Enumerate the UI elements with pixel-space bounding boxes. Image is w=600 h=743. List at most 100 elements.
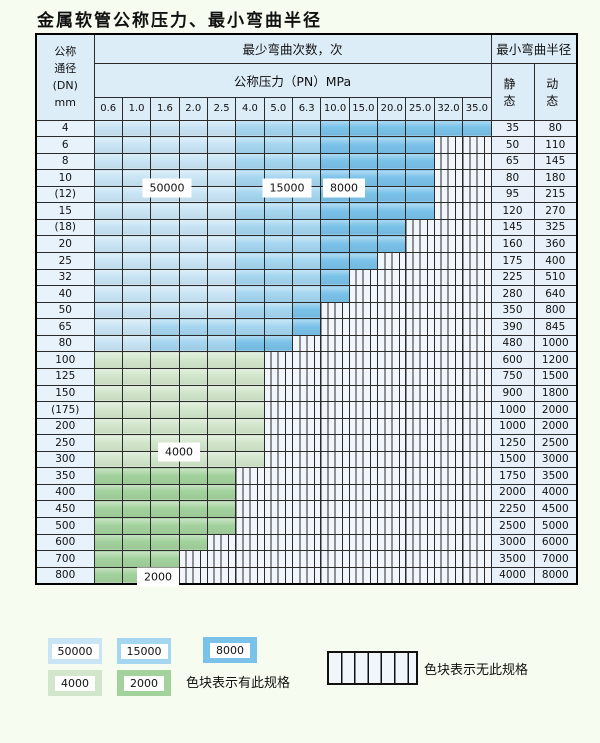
static-radius-cell: 2250	[490, 500, 535, 518]
no-spec-cell	[377, 334, 407, 353]
no-spec-cell	[405, 351, 435, 369]
spec-cell	[263, 252, 294, 270]
no-spec-cell	[462, 136, 492, 154]
spec-cell	[121, 517, 152, 535]
spec-cell	[121, 384, 152, 403]
spec-cell	[292, 202, 322, 220]
table-row: 25 175 400	[35, 252, 578, 270]
spec-cell	[178, 483, 208, 502]
legend-swatch-label: 50000	[51, 643, 99, 659]
spec-cell	[377, 169, 407, 187]
no-spec-cell	[348, 285, 379, 303]
dn-cell: (12)	[35, 185, 95, 204]
static-radius-cell: 480	[490, 334, 535, 353]
no-spec-cell	[348, 517, 379, 535]
spec-cell	[348, 119, 379, 138]
pn-column-header: 15.0	[348, 96, 379, 121]
table-row: 700 3500 7000	[35, 550, 578, 568]
dn-cell: 450	[35, 500, 95, 518]
spec-cell	[93, 367, 123, 386]
spec-cell	[235, 152, 265, 171]
spec-cell	[93, 434, 123, 452]
pn-column-header: 32.0	[433, 96, 464, 121]
dn-cell: 8	[35, 152, 95, 171]
spec-cell	[93, 119, 123, 138]
dn-cell: 500	[35, 517, 95, 535]
no-spec-cell	[377, 318, 407, 336]
no-spec-cell	[462, 367, 492, 386]
table-row: 200 1000 2000	[35, 417, 578, 436]
static-radius-cell: 750	[490, 367, 535, 386]
no-spec-cell	[405, 401, 435, 419]
no-spec-cell	[320, 384, 350, 403]
table-row: 250 1250 2500	[35, 434, 578, 452]
spec-cell	[235, 318, 265, 336]
no-spec-cell	[377, 434, 407, 452]
spec-cell	[121, 550, 152, 568]
spec-cell	[178, 202, 208, 220]
no-spec-cell	[320, 434, 350, 452]
no-spec-cell	[433, 268, 464, 287]
no-spec-cell	[433, 218, 464, 237]
no-spec-cell	[348, 500, 379, 518]
spec-cell	[150, 119, 180, 138]
no-spec-cell	[348, 384, 379, 403]
corner-header: 公称 通径 (DN) mm	[35, 33, 95, 121]
pn-header: 公称压力（PN）MPa	[93, 62, 492, 98]
spec-cell	[206, 285, 237, 303]
no-spec-cell	[462, 550, 492, 568]
no-spec-cell	[320, 500, 350, 518]
no-spec-cell	[405, 467, 435, 485]
spec-cell	[93, 517, 123, 535]
spec-cell	[292, 235, 322, 253]
no-spec-cell	[433, 202, 464, 220]
no-spec-cell	[405, 268, 435, 287]
no-spec-cell	[263, 384, 294, 403]
no-spec-cell	[292, 384, 322, 403]
no-spec-cell	[348, 301, 379, 320]
spec-cell	[377, 152, 407, 171]
spec-cell	[235, 136, 265, 154]
dynamic-radius-cell: 2000	[533, 401, 578, 419]
spec-cell	[348, 152, 379, 171]
spec-cell	[121, 417, 152, 436]
spec-cell	[178, 152, 208, 171]
spec-cell	[206, 483, 237, 502]
dn-cell: 25	[35, 252, 95, 270]
no-spec-cell	[462, 351, 492, 369]
spec-cell	[206, 235, 237, 253]
spec-cell	[235, 351, 265, 369]
no-spec-cell	[462, 500, 492, 518]
no-spec-cell	[348, 334, 379, 353]
dn-cell: 100	[35, 351, 95, 369]
dn-cell: 350	[35, 467, 95, 485]
table-row: 65 390 845	[35, 318, 578, 336]
spec-cell	[93, 235, 123, 253]
no-spec-cell	[377, 467, 407, 485]
static-radius-cell: 95	[490, 185, 535, 204]
no-spec-cell	[405, 285, 435, 303]
cycles-header: 最少弯曲次数，次	[93, 33, 492, 64]
spec-cell	[292, 301, 322, 320]
dynamic-radius-cell: 3000	[533, 450, 578, 469]
spec-cell	[121, 351, 152, 369]
no-spec-cell	[235, 517, 265, 535]
spec-cell	[377, 119, 407, 138]
spec-cell	[433, 119, 464, 138]
spec-cell	[206, 218, 237, 237]
dn-cell: 10	[35, 169, 95, 187]
spec-cell	[150, 401, 180, 419]
cycle-count-label: 8000	[323, 178, 365, 198]
spec-cell	[206, 185, 237, 204]
no-spec-cell	[433, 566, 464, 585]
table-row: 400 2000 4000	[35, 483, 578, 502]
spec-cell	[206, 384, 237, 403]
table-row: 32 225 510	[35, 268, 578, 287]
static-radius-cell: 160	[490, 235, 535, 253]
static-radius-cell: 280	[490, 285, 535, 303]
table-row: 40 280 640	[35, 285, 578, 303]
no-spec-cell	[320, 301, 350, 320]
spec-cell	[206, 517, 237, 535]
no-spec-cell	[462, 285, 492, 303]
page-title: 金属软管公称压力、最小弯曲半径	[37, 11, 322, 31]
